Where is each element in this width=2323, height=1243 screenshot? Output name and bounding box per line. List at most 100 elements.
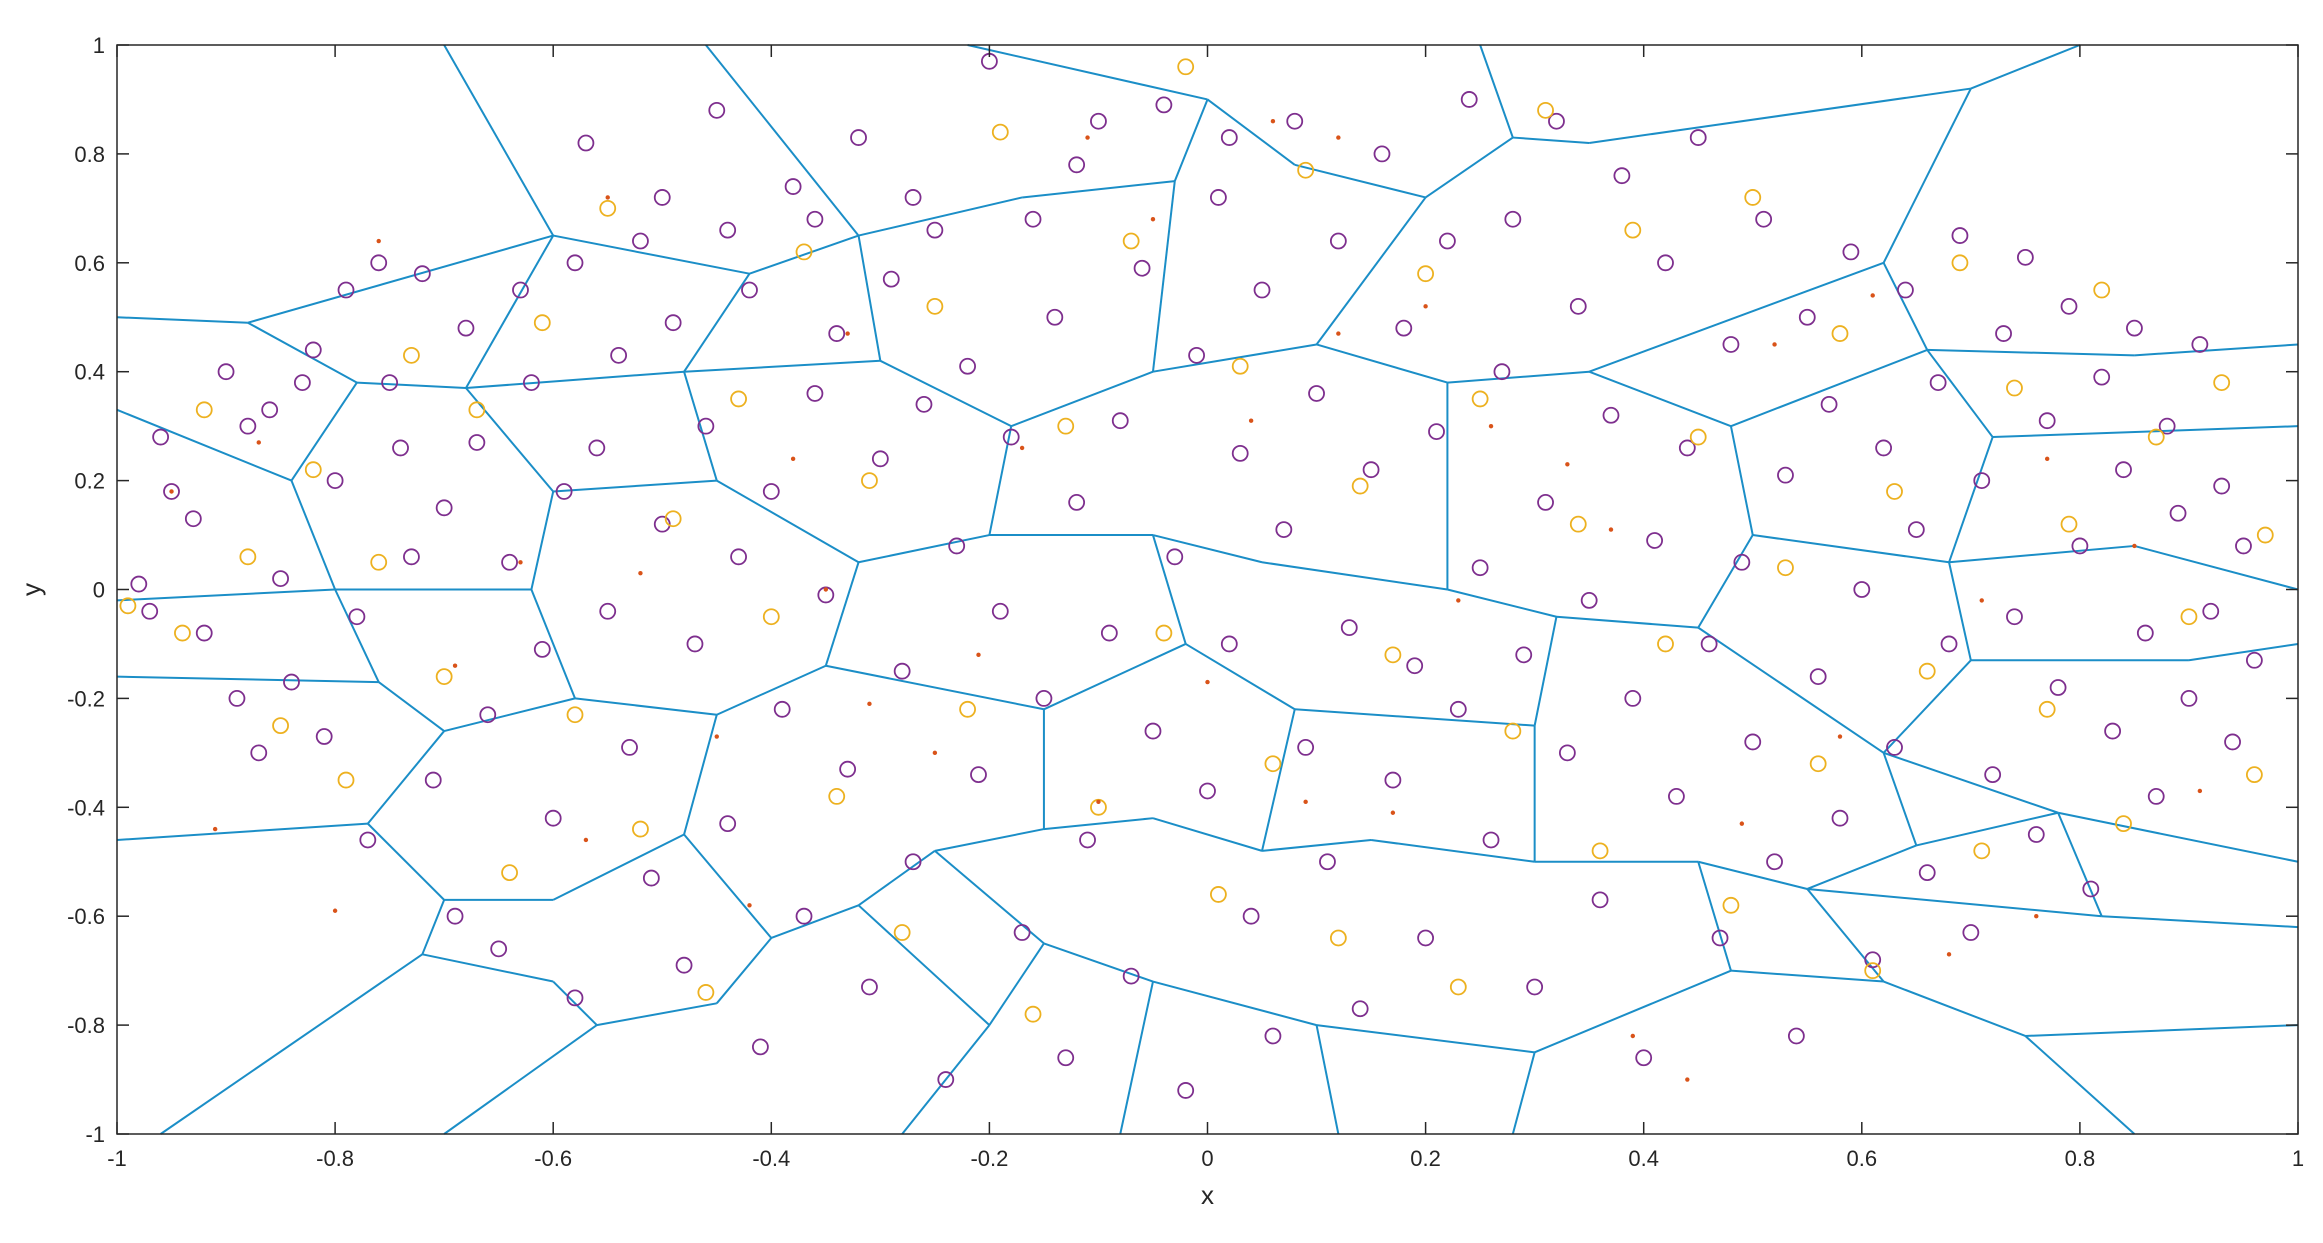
point-s0-140 <box>1678 439 1696 457</box>
voronoi-edge-49 <box>1882 262 1929 351</box>
seed-7 <box>714 734 719 739</box>
seed-36 <box>1205 679 1210 685</box>
voronoi-edge-72 <box>530 589 576 699</box>
point-s0-114 <box>1395 319 1413 337</box>
seed-28 <box>2044 456 2050 462</box>
voronoi-edge-26 <box>934 828 1045 852</box>
point-s0-194 <box>653 189 671 206</box>
voronoi-edge-87 <box>1151 181 1176 372</box>
voronoi-edge-3 <box>247 321 358 384</box>
point-s1-52 <box>1777 559 1794 577</box>
point-s1-27 <box>1024 1005 1042 1023</box>
point-s0-106 <box>1308 385 1325 402</box>
seed-19 <box>1423 304 1428 309</box>
point-s0-13 <box>293 374 311 391</box>
point-s0-177 <box>2082 880 2100 898</box>
x-axis-ticks: -1 -0.8 -0.6 -0.4 -0.2 0 0.2 0.4 0.6 0.8 1 <box>107 45 2304 1171</box>
voronoi-edge-47 <box>1927 348 2135 357</box>
point-s1-30 <box>1122 232 1140 250</box>
point-s1-3 <box>239 548 257 566</box>
voronoi-edge-50 <box>1882 88 1972 264</box>
voronoi-edge-17 <box>421 899 446 955</box>
point-s0-180 <box>2115 461 2132 479</box>
voronoi-edge-65 <box>683 273 751 373</box>
point-s0-53 <box>730 548 747 566</box>
point-s0-176 <box>2071 537 2089 555</box>
voronoi-edge-58 <box>967 44 1208 101</box>
point-s1-55 <box>1864 962 1882 980</box>
point-s1-21 <box>828 788 846 805</box>
seed-43 <box>212 826 218 832</box>
seed-15 <box>1248 418 1254 423</box>
voronoi-edge-60 <box>1022 180 1175 199</box>
voronoi-edge-106 <box>1043 643 1187 711</box>
point-s0-163 <box>1929 374 1947 391</box>
voronoi-edge-13 <box>367 730 445 825</box>
seed-22 <box>1608 527 1614 532</box>
y-tick-label-7: 0.4 <box>74 360 105 385</box>
seed-42 <box>2034 914 2039 919</box>
point-s0-95 <box>1188 346 1205 364</box>
point-s0-37 <box>555 483 573 500</box>
x-tick-label-1: -0.8 <box>316 1146 354 1171</box>
y-tick-label-4: -0.2 <box>67 686 105 711</box>
point-s1-2 <box>195 401 213 419</box>
point-s0-188 <box>2202 602 2220 620</box>
point-s0-75 <box>970 766 987 784</box>
point-s0-32 <box>501 553 518 571</box>
point-s0-154 <box>1831 809 1849 827</box>
voronoi-edge-116 <box>1511 1052 1536 1135</box>
seed-40 <box>1837 734 1843 739</box>
seed-10 <box>932 750 938 756</box>
voronoi-edge-97 <box>1697 534 1754 629</box>
point-s0-58 <box>784 178 802 195</box>
voronoi-edge-128 <box>1883 980 2026 1037</box>
voronoi-edge-33 <box>1806 844 1917 890</box>
point-s1-20 <box>795 243 813 261</box>
seed-27 <box>1946 952 1952 957</box>
point-s1-57 <box>1918 662 1936 680</box>
point-s1-54 <box>1831 325 1849 342</box>
voronoi-edge-61 <box>858 196 1023 237</box>
seed-44 <box>823 587 829 592</box>
point-s0-182 <box>2136 624 2154 642</box>
voronoi-edge-85 <box>857 235 882 361</box>
point-s1-49 <box>1689 428 1707 446</box>
point-s1-45 <box>1569 515 1587 533</box>
point-s0-120 <box>1460 91 1478 108</box>
voronoi-edge-27 <box>1043 817 1154 831</box>
point-s0-199 <box>1220 129 1238 146</box>
point-s0-129 <box>1558 744 1576 762</box>
voronoi-edge-8 <box>290 480 337 590</box>
x-tick-label-5: 0 <box>1201 1146 1213 1171</box>
voronoi-edge-4 <box>356 381 467 390</box>
point-s0-150 <box>1787 1027 1805 1045</box>
x-tick-label-2: -0.6 <box>534 1146 572 1171</box>
voronoi-edge-121 <box>988 942 1045 1026</box>
point-s1-65 <box>2147 428 2165 446</box>
point-s1-63 <box>2093 281 2111 299</box>
voronoi-edge-67 <box>683 371 718 481</box>
seed-21 <box>1565 462 1570 467</box>
voronoi-edge-2 <box>116 316 248 324</box>
voronoi-edge-102 <box>1261 561 1448 591</box>
point-s0-107 <box>1319 853 1336 871</box>
x-tick-label-6: 0.2 <box>1410 1146 1441 1171</box>
point-s0-186 <box>2180 690 2198 707</box>
seed-11 <box>976 652 981 658</box>
y-tick-label-8: 0.6 <box>74 251 105 276</box>
voronoi-edge-12 <box>378 681 445 732</box>
point-s1-44 <box>1537 101 1554 119</box>
point-s1-37 <box>1329 929 1347 947</box>
point-s0-73 <box>948 537 966 555</box>
point-s0-127 <box>1537 493 1554 511</box>
point-s1-39 <box>1384 646 1402 664</box>
point-s0-28 <box>457 319 475 337</box>
point-s0-170 <box>2006 608 2023 626</box>
seed-0 <box>169 489 174 494</box>
point-s0-57 <box>773 700 791 718</box>
point-s1-0 <box>119 597 137 615</box>
point-s1-16 <box>664 510 682 528</box>
point-s1-40 <box>1417 265 1434 283</box>
seed-37 <box>1303 799 1308 805</box>
